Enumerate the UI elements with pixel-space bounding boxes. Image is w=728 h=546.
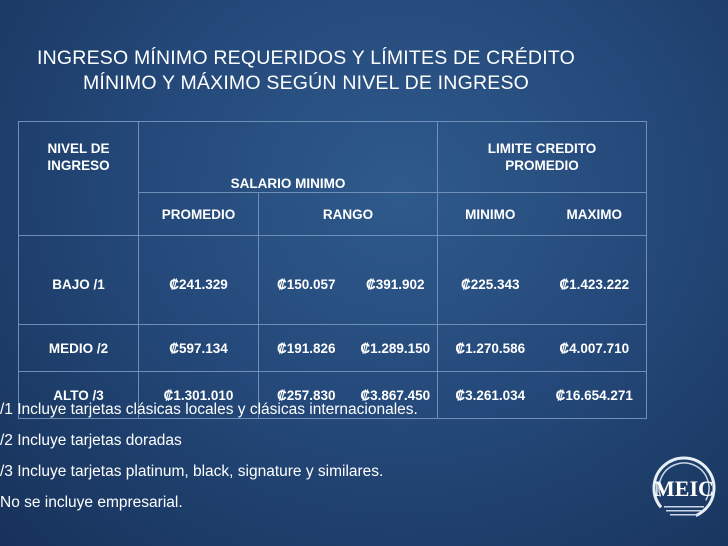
header-row: NIVEL DE INGRESO SALARIO MINIMO LIMITE C… <box>18 121 648 236</box>
header-nivel-line1: NIVEL DE <box>47 141 110 156</box>
cell-minimo: ₡225.343 <box>437 235 543 325</box>
cell-rango-max: ₡1.289.150 <box>353 324 439 372</box>
cell-maximo: ₡4.007.710 <box>542 324 648 372</box>
cell-nivel: ALTO /3 <box>18 371 139 419</box>
cell-promedio: ₡241.329 <box>138 235 259 325</box>
income-credit-table: NIVEL DE INGRESO SALARIO MINIMO LIMITE C… <box>18 121 648 419</box>
footnote-4: No se incluye empresarial. <box>0 494 183 511</box>
header-limite-line2: PROMEDIO <box>505 158 579 173</box>
table-row: BAJO /1 ₡241.329 ₡150.057 ₡391.902 ₡225.… <box>18 235 648 325</box>
title-line-1: INGRESO MÍNIMO REQUERIDOS Y LÍMITES DE C… <box>37 47 575 69</box>
cell-promedio: ₡597.134 <box>138 324 259 372</box>
header-salario: SALARIO MINIMO <box>137 121 439 193</box>
cell-rango-max: ₡391.902 <box>353 235 439 325</box>
logo-text: MEIC <box>654 476 714 501</box>
header-maximo: MAXIMO <box>542 192 648 236</box>
cell-minimo: ₡3.261.034 <box>437 371 543 419</box>
cell-minimo: ₡1.270.586 <box>437 324 543 372</box>
footnote-1: /1 Incluye tarjetas clásicas locales y c… <box>0 401 418 418</box>
cell-nivel: MEDIO /2 <box>18 324 139 372</box>
cell-rango-min: ₡257.830 <box>258 371 354 419</box>
slide-title: INGRESO MÍNIMO REQUERIDOS Y LÍMITES DE C… <box>0 46 612 96</box>
header-nivel-line2: INGRESO <box>47 158 110 173</box>
header-limite-line1: LIMITE CREDITO <box>487 141 597 156</box>
footnote-2: /2 Incluye tarjetas doradas <box>0 432 182 449</box>
cell-rango-min: ₡150.057 <box>258 235 354 325</box>
cell-promedio: ₡1.301.010 <box>138 371 259 419</box>
cell-maximo: ₡16.654.271 <box>542 371 648 419</box>
header-salario-label: SALARIO MINIMO <box>230 176 346 191</box>
cell-rango-min: ₡191.826 <box>258 324 354 372</box>
header-nivel: NIVEL DE INGRESO <box>18 121 139 236</box>
header-limite: LIMITE CREDITO PROMEDIO <box>437 121 648 193</box>
meic-logo: MEIC <box>648 454 720 526</box>
table-row: ALTO /3 ₡1.301.010 ₡257.830 ₡3.867.450 ₡… <box>18 371 648 419</box>
header-rango: RANGO <box>257 192 439 236</box>
title-line-2: MÍNIMO Y MÁXIMO SEGÚN NIVEL DE INGRESO <box>82 72 530 94</box>
header-promedio: PROMEDIO <box>138 192 259 236</box>
header-minimo: MINIMO <box>437 192 543 236</box>
table-row: MEDIO /2 ₡597.134 ₡191.826 ₡1.289.150 ₡1… <box>18 324 648 372</box>
cell-rango-max: ₡3.867.450 <box>353 371 439 419</box>
meic-logo-icon: MEIC <box>652 456 716 520</box>
footnote-3: /3 Incluye tarjetas platinum, black, sig… <box>0 463 384 480</box>
cell-maximo: ₡1.423.222 <box>542 235 648 325</box>
cell-nivel: BAJO /1 <box>18 235 139 325</box>
footnotes: /1 Incluye tarjetas clásicas locales y c… <box>0 398 418 522</box>
